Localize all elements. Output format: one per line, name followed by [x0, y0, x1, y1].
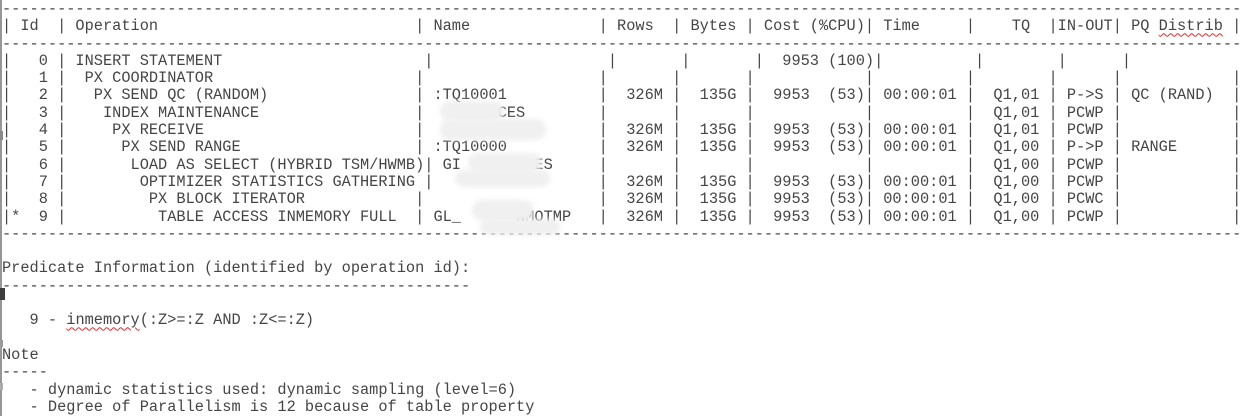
- redaction-smudge: [440, 101, 504, 121]
- predicate-text-pre: 9 -: [2, 311, 67, 330]
- header-text-post: |: [1222, 17, 1241, 36]
- misspelled-word-inmemory: inmemory: [66, 311, 140, 330]
- table-row: | 0 | INSERT STATEMENT | | | | 9953 (100…: [2, 51, 1241, 70]
- table-row: | 6 | LOAD AS SELECT (HYBRID TSM/HWMB)| …: [2, 155, 1241, 174]
- table-row: | 2 | PX SEND QC (RANDOM) | :TQ10001 | 3…: [2, 86, 1241, 105]
- predicate-entry-line: 9 - inmemory(:Z>=:Z AND :Z<=:Z): [2, 312, 1241, 329]
- window-edge-artifact: [0, 383, 3, 390]
- redaction-smudge: [440, 119, 546, 140]
- blank-line: [2, 243, 1241, 260]
- table-header-row: | Id | Operation | Name | Rows | Bytes |…: [2, 18, 1241, 35]
- blank-line: [2, 330, 1241, 347]
- table-bottom-border: ----------------------------------------…: [2, 224, 1241, 243]
- table-row: |* 9 | TABLE ACCESS INMEMORY FULL | GL_ …: [2, 207, 1241, 226]
- redaction-smudge: [455, 170, 550, 187]
- note-line: - dynamic statistics used: dynamic sampl…: [2, 380, 517, 399]
- window-edge-artifact: [0, 131, 3, 140]
- note-section-underline: -----: [2, 363, 48, 382]
- note-line: - Degree of Parallelism is 12 because of…: [2, 397, 535, 416]
- table-row: | 5 | PX SEND RANGE | :TQ10000 | 326M | …: [2, 138, 1241, 157]
- misspelled-word-distrib: Distrib: [1158, 17, 1223, 36]
- predicate-section-underline: ----------------------------------------…: [2, 276, 471, 295]
- table-row: | 7 | OPTIMIZER STATISTICS GATHERING | |…: [2, 172, 1241, 191]
- redaction-smudge: [480, 219, 560, 235]
- table-row: | 8 | PX BLOCK ITERATOR | | 326M | 135G …: [2, 190, 1241, 209]
- blank-line: [2, 295, 1241, 312]
- redaction-smudge: [468, 153, 542, 172]
- predicate-text-post: (:Z>=:Z AND :Z<=:Z): [139, 311, 315, 330]
- window-left-edge: [0, 0, 2, 416]
- note-section-title: Note: [2, 345, 39, 364]
- table-header-border: ----------------------------------------…: [2, 34, 1241, 53]
- header-text-pre: | Id | Operation | Name | Rows | Bytes |…: [2, 17, 1159, 36]
- table-row: | 1 | PX COORDINATOR | | | | | | | | |: [2, 69, 1241, 88]
- window-edge-artifact: [0, 288, 5, 300]
- predicate-section-title: Predicate Information (identified by ope…: [2, 259, 471, 278]
- table-row: | 3 | INDEX MAINTENANCE | NCES | | | | |…: [2, 103, 1241, 122]
- table-row: | 4 | PX RECEIVE | | 326M | 135G | 9953 …: [2, 121, 1241, 140]
- window-edge-artifact: [0, 340, 3, 347]
- redaction-smudge: [472, 200, 534, 221]
- table-top-border: ----------------------------------------…: [2, 0, 1241, 18]
